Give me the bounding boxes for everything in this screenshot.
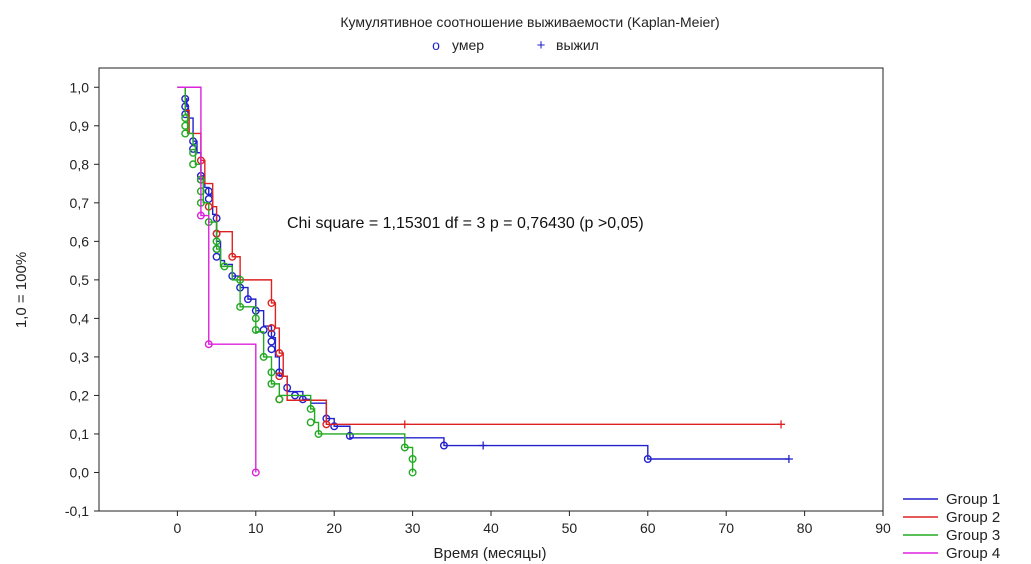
died-marker — [439, 441, 448, 450]
died-marker — [275, 349, 284, 358]
y-tick-label: 0,3 — [70, 349, 90, 365]
died-marker — [322, 420, 331, 429]
died-marker — [181, 129, 190, 138]
y-tick-label: 0,5 — [70, 272, 90, 288]
died-marker — [330, 422, 339, 431]
censored-marker — [400, 420, 409, 429]
died-marker — [212, 237, 221, 246]
legend-label-group-2: Group 2 — [946, 509, 1000, 526]
censored-marker — [479, 441, 488, 450]
chart-title: Кумулятивное соотношение выживаемости (K… — [340, 14, 719, 30]
died-marker — [181, 114, 190, 123]
x-tick-label: 90 — [875, 520, 891, 536]
x-tick-label: 50 — [562, 520, 578, 536]
died-marker — [259, 352, 268, 361]
died-marker — [204, 340, 213, 349]
censored-marker — [784, 454, 793, 463]
died-marker — [251, 314, 260, 323]
died-marker — [228, 252, 237, 261]
died-marker — [251, 468, 260, 477]
y-tick-label: 0,1 — [70, 426, 90, 442]
series-layer — [177, 86, 793, 477]
died-marker — [267, 324, 276, 333]
y-axis-label: 1,0 = 100% — [13, 252, 30, 328]
y-tick-label: 0,8 — [70, 156, 90, 172]
died-marker — [275, 372, 284, 381]
y-axis-ticks: 1,0 0,9 0,8 0,7 0,6 0,5 0,4 0,3 0,2 0,1 0,0 -0,1 — [65, 79, 99, 519]
died-marker — [236, 302, 245, 311]
marker-legend-died-symbol: o — [432, 37, 440, 53]
y-tick-label: 0,4 — [70, 310, 90, 326]
died-marker — [275, 395, 284, 404]
x-axis-ticks: 0 10 20 30 40 50 60 70 80 90 — [174, 511, 891, 536]
y-tick-label: -0,1 — [65, 503, 89, 519]
survival-step-line — [177, 86, 414, 473]
died-marker — [189, 160, 198, 169]
died-marker — [236, 275, 245, 284]
x-tick-label: 0 — [174, 520, 182, 536]
died-marker — [314, 429, 323, 438]
marker-legend-died-label: умер — [452, 37, 484, 53]
died-marker — [220, 262, 229, 271]
x-tick-label: 40 — [483, 520, 499, 536]
y-tick-label: 1,0 — [70, 79, 90, 95]
died-marker — [400, 443, 409, 452]
died-marker — [267, 298, 276, 307]
died-marker — [243, 295, 252, 304]
x-tick-label: 30 — [405, 520, 421, 536]
plot-area — [98, 67, 884, 512]
died-marker — [267, 337, 276, 346]
chi-square-annotation: Chi square = 1,15301 df = 3 p = 0,76430 … — [287, 215, 644, 232]
y-tick-label: 0,0 — [70, 464, 90, 480]
x-tick-label: 10 — [248, 520, 264, 536]
died-marker — [251, 325, 260, 334]
died-marker — [212, 245, 221, 254]
legend-label-group-3: Group 3 — [946, 527, 1000, 544]
series-group-2 — [177, 86, 786, 429]
series-group-1 — [177, 86, 793, 463]
died-marker — [212, 252, 221, 261]
x-tick-label: 70 — [718, 520, 734, 536]
died-marker — [267, 345, 276, 354]
died-marker — [408, 454, 417, 463]
died-marker — [306, 404, 315, 413]
series-group-4 — [177, 86, 260, 477]
died-marker — [267, 329, 276, 338]
y-tick-label: 0,9 — [70, 118, 90, 134]
died-marker — [196, 211, 205, 220]
survival-step-line — [177, 86, 257, 473]
y-tick-label: 0,6 — [70, 233, 90, 249]
died-marker — [189, 148, 198, 157]
died-marker — [181, 121, 190, 130]
x-axis-label: Время (месяцы) — [434, 545, 547, 562]
survival-step-line — [177, 86, 789, 460]
x-tick-label: 80 — [797, 520, 813, 536]
died-marker — [267, 379, 276, 388]
died-marker — [306, 418, 315, 427]
y-tick-label: 0,7 — [70, 195, 90, 211]
died-marker — [204, 194, 213, 203]
x-tick-label: 20 — [326, 520, 342, 536]
legend-label-group-4: Group 4 — [946, 545, 1000, 562]
series-group-3 — [177, 86, 417, 477]
marker-legend: o умер + выжил — [432, 37, 599, 54]
censored-marker — [777, 420, 786, 429]
y-tick-label: 0,2 — [70, 387, 90, 403]
legend-label-group-1: Group 1 — [946, 491, 1000, 508]
marker-legend-censored-symbol: + — [537, 37, 546, 54]
marker-legend-censored-label: выжил — [556, 37, 599, 53]
died-marker — [408, 468, 417, 477]
died-marker — [267, 368, 276, 377]
died-marker — [643, 454, 652, 463]
died-marker — [345, 431, 354, 440]
x-tick-label: 60 — [640, 520, 656, 536]
